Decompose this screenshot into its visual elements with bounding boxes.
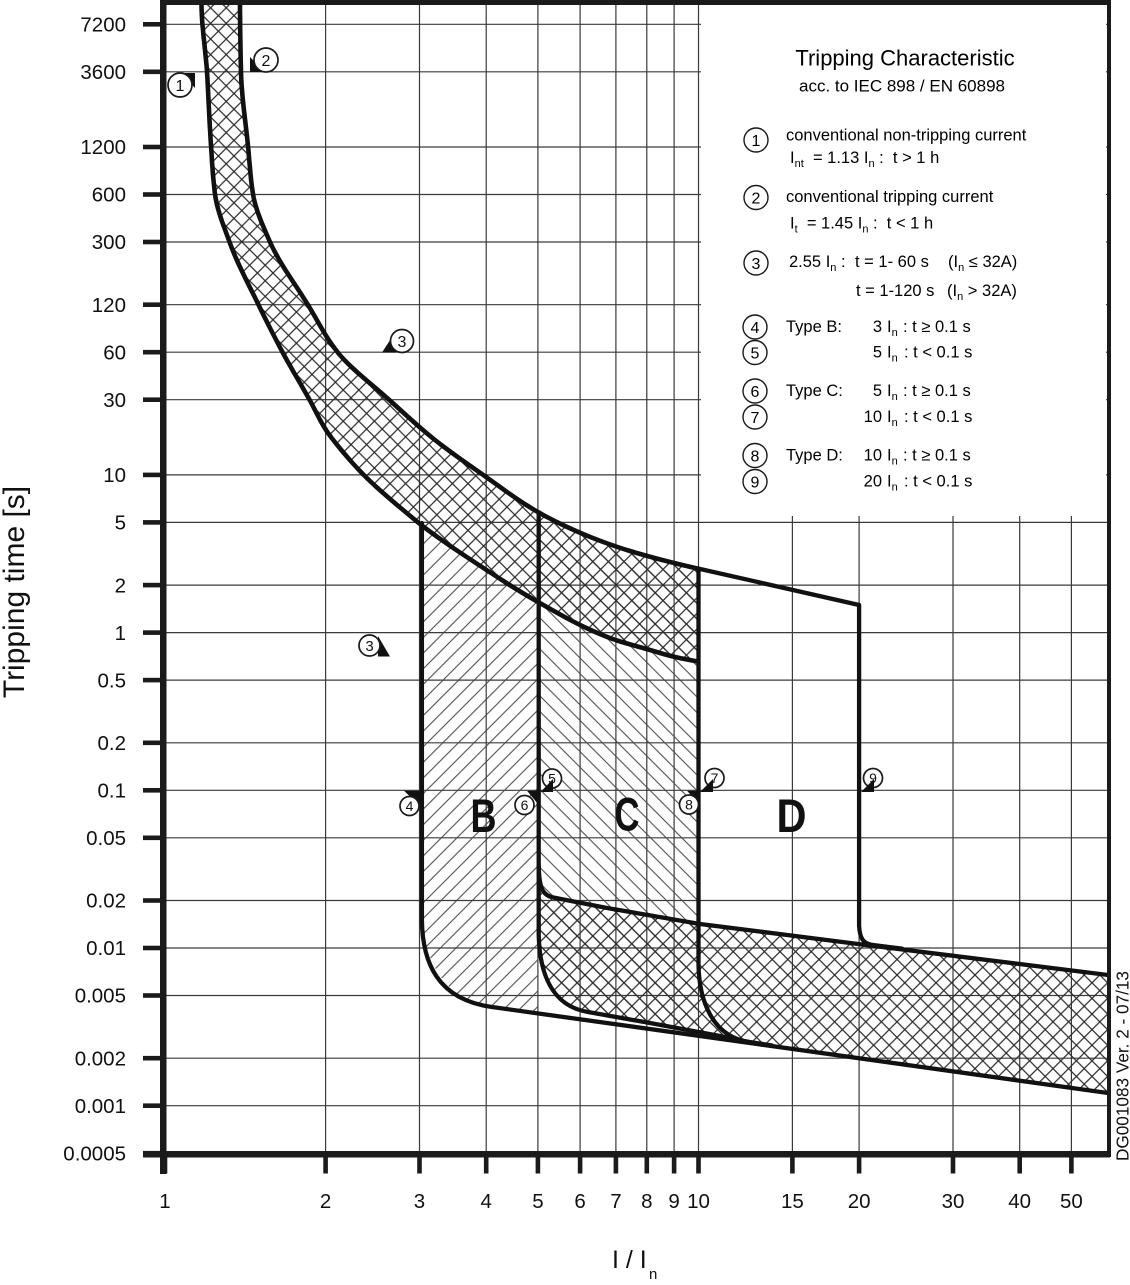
svg-text:60: 60 xyxy=(103,341,126,364)
svg-text:3: 3 xyxy=(365,638,373,655)
svg-text:1: 1 xyxy=(176,78,185,95)
svg-text:4: 4 xyxy=(480,1190,491,1213)
svg-text:3: 3 xyxy=(398,334,407,351)
svg-text:5: 5 xyxy=(115,512,126,535)
svg-text:acc. to IEC 898 / EN 60898: acc. to IEC 898 / EN 60898 xyxy=(799,77,1005,96)
svg-text:: t ≥ 0.1 s: : t ≥ 0.1 s xyxy=(903,318,971,336)
svg-text:I / I: I / I xyxy=(612,1246,647,1274)
svg-text:: t ≥ 0.1 s: : t ≥ 0.1 s xyxy=(903,382,971,400)
svg-text:10: 10 xyxy=(864,447,882,465)
svg-text:20: 20 xyxy=(864,473,882,491)
svg-text:conventional non-tripping curr: conventional non-tripping current xyxy=(786,127,1027,145)
svg-text:t = 1- 60 s: t = 1- 60 s xyxy=(855,253,929,271)
svg-text:0.005: 0.005 xyxy=(75,985,126,1008)
svg-text:D: D xyxy=(777,789,807,842)
svg-text:Int = 1.13 In : t > 1 h: Int = 1.13 In : t > 1 h xyxy=(790,149,939,170)
svg-text:0.05: 0.05 xyxy=(86,827,126,850)
svg-text:: t < 0.1 s: : t < 0.1 s xyxy=(904,344,972,362)
svg-text:15: 15 xyxy=(781,1190,804,1213)
svg-text:Tripping Characteristic: Tripping Characteristic xyxy=(795,46,1014,71)
svg-text:conventional tripping current: conventional tripping current xyxy=(786,188,994,206)
svg-text:10: 10 xyxy=(687,1190,710,1213)
svg-text:0.01: 0.01 xyxy=(86,937,126,960)
svg-text:20: 20 xyxy=(848,1190,871,1213)
svg-text:Type D:: Type D: xyxy=(786,447,843,465)
svg-text:0.0005: 0.0005 xyxy=(63,1142,126,1165)
svg-text:10: 10 xyxy=(864,408,882,426)
svg-text:6: 6 xyxy=(751,384,760,401)
svg-text:1: 1 xyxy=(115,622,126,645)
svg-text:3: 3 xyxy=(414,1190,425,1213)
svg-text:0.1: 0.1 xyxy=(98,780,127,803)
svg-text:0.5: 0.5 xyxy=(98,669,127,692)
svg-text:30: 30 xyxy=(942,1190,965,1213)
svg-text:0.02: 0.02 xyxy=(86,890,126,913)
svg-text:4: 4 xyxy=(406,798,414,814)
svg-text:1: 1 xyxy=(159,1190,170,1213)
svg-text:3: 3 xyxy=(752,256,761,273)
svg-text:B: B xyxy=(471,789,497,842)
svg-text:0.001: 0.001 xyxy=(75,1095,126,1118)
svg-text:n: n xyxy=(649,1266,657,1280)
svg-text:0.2: 0.2 xyxy=(98,732,127,755)
svg-text:8: 8 xyxy=(685,797,693,813)
svg-text:9: 9 xyxy=(668,1190,679,1213)
svg-text:t = 1-120 s: t = 1-120 s xyxy=(856,282,934,300)
svg-text:2: 2 xyxy=(752,190,761,207)
svg-text:7: 7 xyxy=(751,410,760,427)
svg-text:6: 6 xyxy=(521,797,529,813)
svg-text:2.55 In :: 2.55 In : xyxy=(789,253,846,274)
svg-text:Tripping time [s]: Tripping time [s] xyxy=(0,486,31,698)
svg-text:1200: 1200 xyxy=(80,136,126,159)
svg-text:It = 1.45 In : t < 1 h: It = 1.45 In : t < 1 h xyxy=(790,215,933,236)
svg-text:C: C xyxy=(615,788,640,841)
svg-text:3600: 3600 xyxy=(80,61,126,84)
svg-text:10: 10 xyxy=(103,464,126,487)
svg-text:DG001083 Ver. 2 - 07/13: DG001083 Ver. 2 - 07/13 xyxy=(1113,971,1130,1161)
svg-text:: t ≥ 0.1 s: : t ≥ 0.1 s xyxy=(903,447,971,465)
svg-text:7: 7 xyxy=(610,1190,621,1213)
svg-text:9: 9 xyxy=(751,474,760,491)
svg-text:40: 40 xyxy=(1008,1190,1031,1213)
svg-text:50: 50 xyxy=(1060,1190,1083,1213)
svg-text:30: 30 xyxy=(103,389,126,412)
svg-text:5: 5 xyxy=(532,1190,543,1213)
svg-text:8: 8 xyxy=(641,1190,652,1213)
svg-text:8: 8 xyxy=(751,448,760,465)
svg-text:2: 2 xyxy=(115,574,126,597)
svg-text:7200: 7200 xyxy=(80,14,126,37)
svg-text:: t < 0.1 s: : t < 0.1 s xyxy=(904,473,972,491)
svg-text:2: 2 xyxy=(262,53,271,70)
svg-text:5: 5 xyxy=(873,382,882,400)
svg-text:120: 120 xyxy=(92,294,126,317)
svg-text:1: 1 xyxy=(752,133,761,150)
svg-text:600: 600 xyxy=(92,184,126,207)
svg-text:6: 6 xyxy=(574,1190,585,1213)
svg-text:Type C:: Type C: xyxy=(786,382,843,400)
svg-text:3: 3 xyxy=(873,318,882,336)
svg-text:: t < 0.1 s: : t < 0.1 s xyxy=(904,408,972,426)
svg-text:4: 4 xyxy=(751,320,760,337)
svg-text:300: 300 xyxy=(92,231,126,254)
svg-text:5: 5 xyxy=(751,345,760,362)
svg-text:2: 2 xyxy=(320,1190,331,1213)
svg-text:0.002: 0.002 xyxy=(75,1047,126,1070)
svg-text:5: 5 xyxy=(873,344,882,362)
svg-text:Type B:: Type B: xyxy=(786,318,842,336)
